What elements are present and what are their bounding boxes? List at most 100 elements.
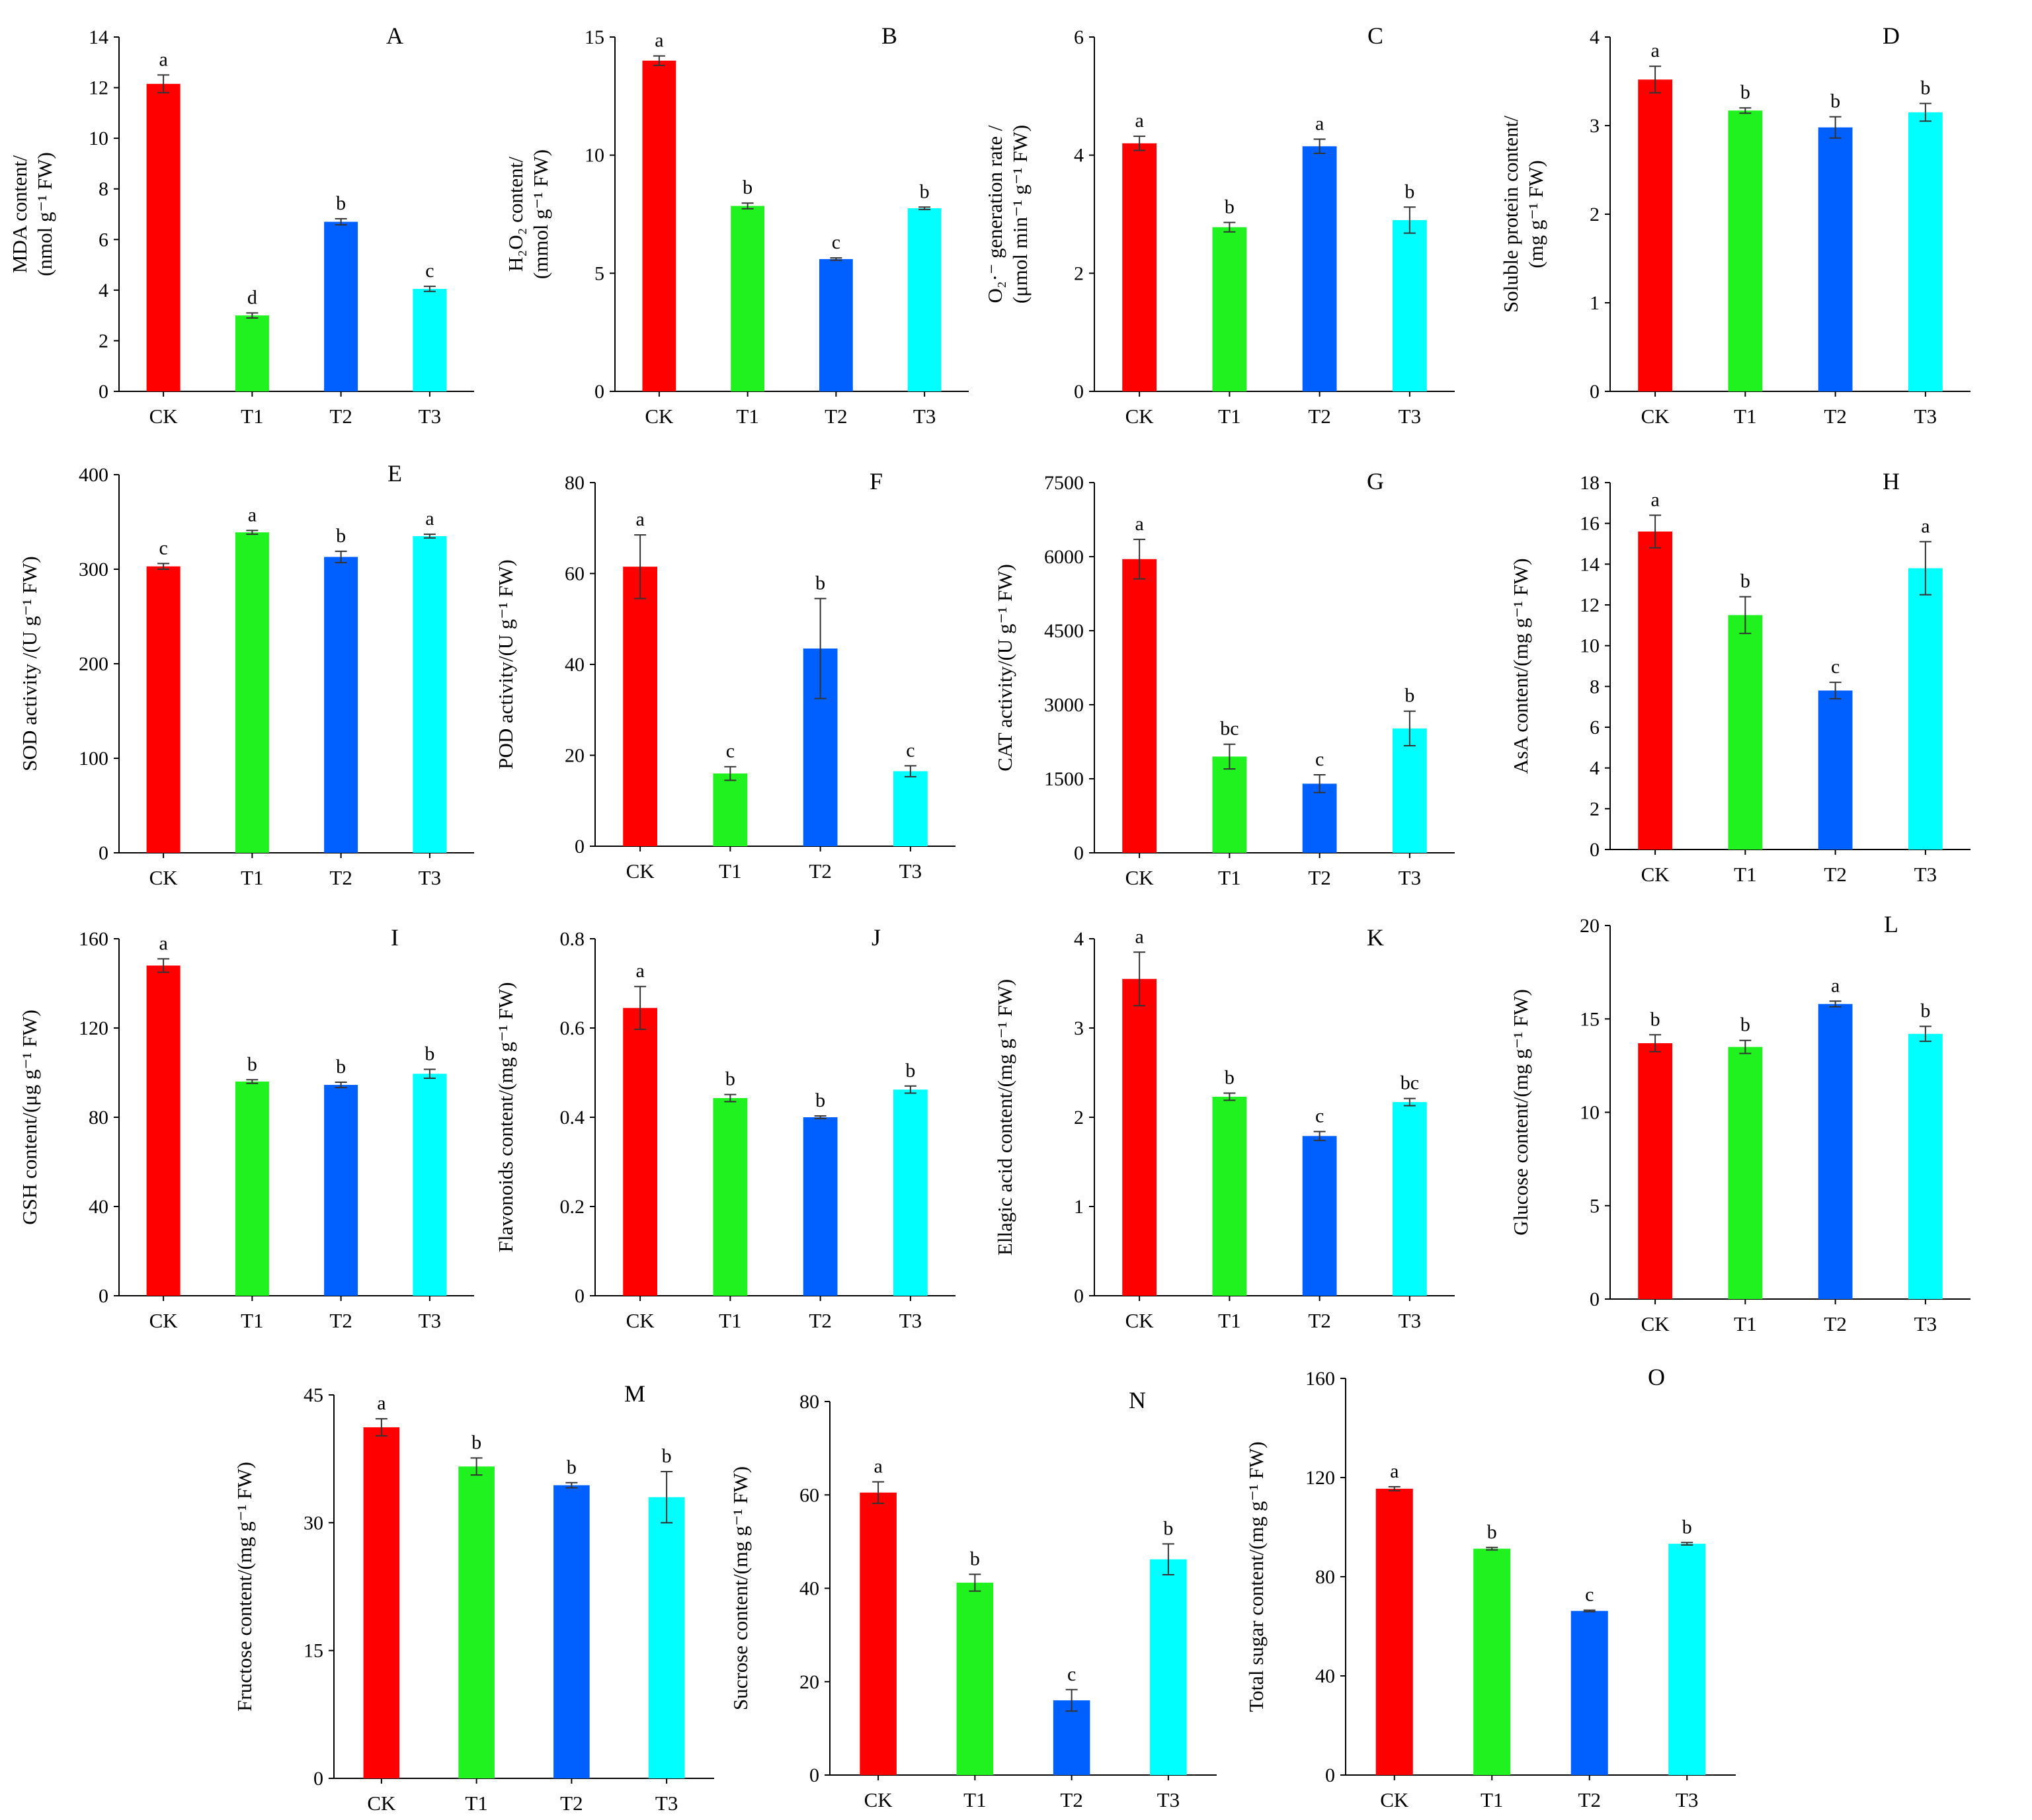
bar-t3 bbox=[648, 1497, 685, 1778]
bar-ck bbox=[363, 1427, 400, 1778]
bar-t3 bbox=[1668, 1544, 1706, 1775]
x-tick-label-t2: T2 bbox=[1824, 405, 1846, 428]
panel-label: B bbox=[881, 22, 897, 49]
y-axis-title: Total sugar content/(mg g⁻¹ FW) bbox=[1244, 1441, 1268, 1712]
significance-label: b bbox=[336, 1056, 346, 1078]
bar-t2 bbox=[1053, 1700, 1090, 1775]
bar-t1 bbox=[713, 773, 748, 846]
x-tick-label-t1: T1 bbox=[241, 866, 263, 889]
x-tick-label-t2: T2 bbox=[809, 859, 831, 883]
panel-i: 0 40 80 120 160 a CK b T1 b T2 b T3 I GSH content/(μg … bbox=[18, 924, 474, 1332]
y-tick-label: 0 bbox=[99, 842, 108, 864]
significance-label: b bbox=[567, 1456, 577, 1478]
x-tick-label-t1: T1 bbox=[719, 1309, 741, 1332]
x-tick-label-t3: T3 bbox=[899, 1309, 922, 1332]
x-tick-label-t3: T3 bbox=[1914, 863, 1937, 886]
significance-label: a bbox=[1315, 113, 1324, 135]
bar-t3 bbox=[1392, 219, 1427, 391]
y-tick-label: 2 bbox=[99, 330, 108, 352]
panel-m: 0 15 30 45 a CK b T1 b T2 b T3 M Fructose content/(mg… bbox=[233, 1380, 714, 1815]
x-tick-label-ck: CK bbox=[149, 405, 179, 428]
panel-d: 0 1 2 3 4 a CK b T1 b T2 b T3 D Soluble protein conten… bbox=[1499, 22, 1971, 428]
y-tick-label: 80 bbox=[799, 1391, 819, 1413]
x-tick-label-t2: T2 bbox=[1308, 866, 1330, 889]
y-axis-title: (μmol min⁻¹ g⁻¹ FW) bbox=[1008, 125, 1032, 303]
y-tick-label: 2 bbox=[1074, 262, 1084, 284]
significance-label: c bbox=[1831, 656, 1840, 678]
x-tick-label-ck: CK bbox=[1641, 863, 1670, 886]
bar-t2 bbox=[1302, 783, 1337, 853]
bar-t2 bbox=[819, 258, 853, 391]
bar-t1 bbox=[235, 1082, 269, 1296]
y-tick-label: 120 bbox=[79, 1017, 108, 1039]
bar-t3 bbox=[893, 771, 928, 846]
y-axis-title: Fructose content/(mg g⁻¹ FW) bbox=[233, 1462, 256, 1712]
x-tick-label-t2: T2 bbox=[329, 405, 352, 428]
significance-label: a bbox=[635, 508, 644, 530]
panel-l: 0 5 10 15 20 b CK b T1 a T2 b T3 L Glucose content/(mg… bbox=[1509, 911, 1971, 1335]
panel-label: G bbox=[1367, 468, 1384, 495]
bar-t2 bbox=[324, 557, 358, 853]
significance-label: b bbox=[1740, 571, 1750, 592]
y-tick-label: 30 bbox=[304, 1512, 323, 1534]
significance-label: c bbox=[726, 740, 735, 762]
x-tick-label-ck: CK bbox=[1125, 405, 1155, 428]
panel-label: F bbox=[870, 468, 883, 495]
y-tick-label: 200 bbox=[79, 653, 108, 675]
y-tick-label: 0 bbox=[575, 1285, 585, 1307]
significance-label: b bbox=[1225, 1067, 1235, 1089]
bar-ck bbox=[1638, 1043, 1673, 1299]
significance-label: bc bbox=[1220, 718, 1239, 740]
significance-label: a bbox=[635, 960, 644, 982]
bar-t2 bbox=[1818, 1004, 1853, 1299]
y-tick-label: 4 bbox=[1074, 145, 1084, 167]
bar-t1 bbox=[235, 315, 269, 391]
significance-label: b bbox=[1225, 196, 1235, 218]
y-tick-label: 5 bbox=[1590, 1195, 1600, 1217]
y-tick-label: 0 bbox=[99, 1285, 108, 1307]
x-tick-label-t3: T3 bbox=[1676, 1788, 1698, 1811]
bar-t3 bbox=[907, 208, 942, 391]
significance-label: a bbox=[248, 504, 257, 526]
significance-label: a bbox=[1831, 974, 1840, 996]
y-tick-label: 400 bbox=[79, 464, 108, 486]
significance-label: a bbox=[1650, 489, 1659, 510]
y-tick-label: 3000 bbox=[1044, 694, 1084, 716]
significance-label: b bbox=[905, 1060, 915, 1082]
y-tick-label: 20 bbox=[799, 1671, 819, 1693]
x-tick-label-t1: T1 bbox=[736, 405, 758, 428]
significance-label: b bbox=[815, 572, 825, 594]
y-tick-label: 40 bbox=[1315, 1665, 1335, 1687]
panel-label: C bbox=[1367, 22, 1383, 49]
x-tick-label-t2: T2 bbox=[1060, 1788, 1082, 1811]
y-axis-title: CAT activity/(U g⁻¹ FW) bbox=[993, 564, 1016, 772]
bar-t1 bbox=[235, 532, 269, 853]
bar-t1 bbox=[956, 1583, 994, 1775]
y-tick-label: 2 bbox=[1590, 798, 1600, 820]
y-axis-title: POD activity/(U g⁻¹ FW) bbox=[494, 559, 517, 770]
significance-label: b bbox=[743, 177, 752, 198]
y-tick-label: 160 bbox=[1305, 1368, 1335, 1390]
significance-label: b bbox=[336, 192, 346, 214]
bar-t1 bbox=[458, 1466, 495, 1778]
x-tick-label-t2: T2 bbox=[809, 1309, 831, 1332]
y-tick-label: 0 bbox=[1590, 381, 1600, 403]
bar-ck bbox=[1122, 143, 1157, 392]
significance-label: c bbox=[832, 231, 840, 253]
bar-ck bbox=[1375, 1488, 1413, 1775]
y-tick-label: 4 bbox=[1074, 928, 1084, 950]
x-tick-label-ck: CK bbox=[367, 1792, 396, 1815]
y-tick-label: 16 bbox=[1580, 513, 1600, 535]
x-tick-label-ck: CK bbox=[149, 1309, 179, 1332]
panel-label: M bbox=[624, 1380, 645, 1407]
significance-label: bc bbox=[1401, 1072, 1419, 1094]
y-axis-title: (mg g⁻¹ FW) bbox=[1524, 160, 1547, 268]
panel-e: 0 100 200 300 400 c CK a T1 b T2 a T3 E SOD activity /… bbox=[18, 460, 474, 889]
y-tick-label: 0 bbox=[594, 381, 604, 403]
significance-label: a bbox=[1135, 110, 1143, 132]
y-tick-label: 40 bbox=[565, 654, 585, 676]
bar-t3 bbox=[893, 1089, 928, 1296]
x-tick-label-t2: T2 bbox=[825, 405, 847, 428]
x-tick-label-t2: T2 bbox=[1824, 1312, 1846, 1335]
bar-t2 bbox=[1818, 127, 1853, 391]
